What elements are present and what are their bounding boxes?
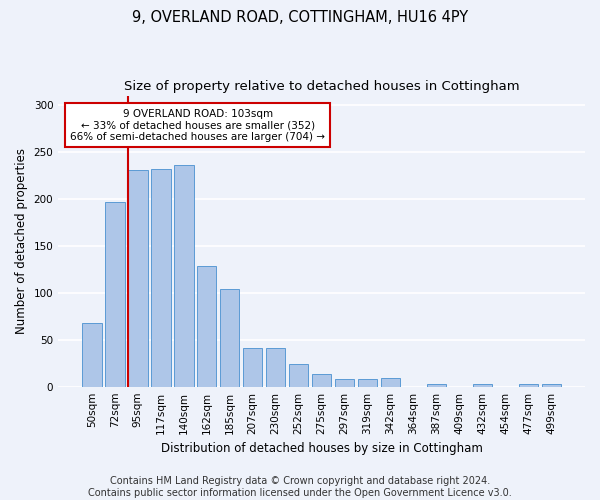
Y-axis label: Number of detached properties: Number of detached properties [15, 148, 28, 334]
Bar [105, 202, 125, 386]
Bar [289, 364, 308, 386]
Bar [128, 170, 148, 386]
Bar [220, 289, 239, 386]
Bar [335, 379, 355, 386]
Bar [266, 348, 286, 387]
Bar [312, 374, 331, 386]
Text: Contains HM Land Registry data © Crown copyright and database right 2024.
Contai: Contains HM Land Registry data © Crown c… [88, 476, 512, 498]
Text: 9 OVERLAND ROAD: 103sqm
← 33% of detached houses are smaller (352)
66% of semi-d: 9 OVERLAND ROAD: 103sqm ← 33% of detache… [70, 108, 325, 142]
Bar [381, 378, 400, 386]
Bar [82, 323, 101, 386]
Bar [243, 348, 262, 387]
Bar [473, 384, 492, 386]
Title: Size of property relative to detached houses in Cottingham: Size of property relative to detached ho… [124, 80, 520, 93]
Bar [358, 379, 377, 386]
Bar [518, 384, 538, 386]
Bar [427, 384, 446, 386]
X-axis label: Distribution of detached houses by size in Cottingham: Distribution of detached houses by size … [161, 442, 482, 455]
Bar [197, 266, 217, 386]
Bar [151, 169, 170, 386]
Bar [174, 165, 194, 386]
Text: 9, OVERLAND ROAD, COTTINGHAM, HU16 4PY: 9, OVERLAND ROAD, COTTINGHAM, HU16 4PY [132, 10, 468, 25]
Bar [542, 384, 561, 386]
